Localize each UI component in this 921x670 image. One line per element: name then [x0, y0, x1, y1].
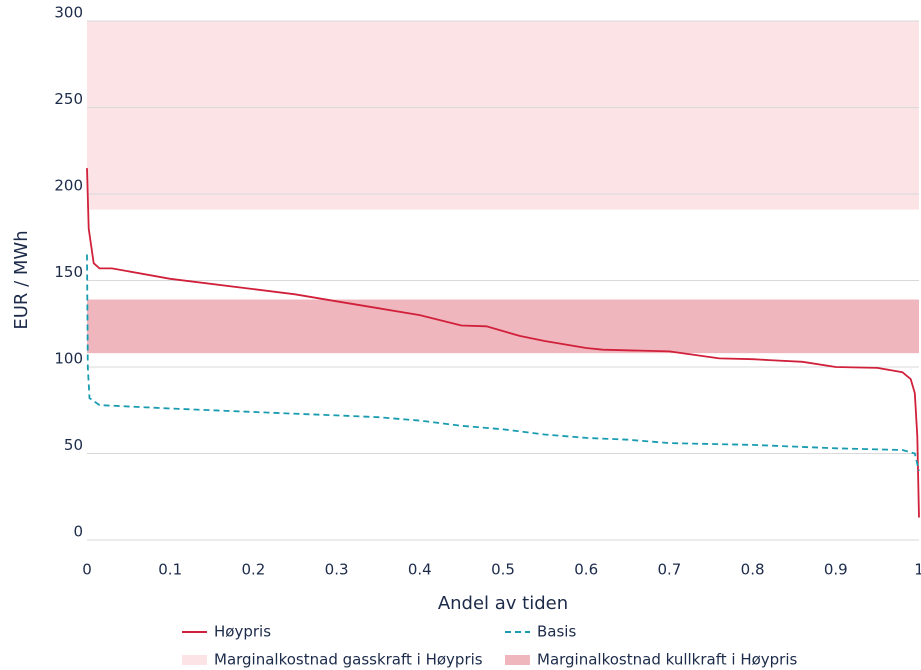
y-tick-label: 150	[54, 263, 83, 281]
band	[87, 299, 919, 354]
y-tick-label: 200	[54, 177, 83, 195]
legend-swatch	[505, 655, 530, 665]
x-tick-label: 1	[914, 561, 921, 579]
x-tick-label: 0.7	[657, 561, 681, 579]
x-tick-label: 0.6	[574, 561, 598, 579]
x-tick-label: 0	[82, 561, 92, 579]
legend-swatch	[182, 655, 207, 665]
legend-label: Marginalkostnad kullkraft i Høypris	[537, 651, 798, 669]
x-tick-label: 0.9	[824, 561, 848, 579]
band	[87, 21, 919, 210]
legend-label: Marginalkostnad gasskraft i Høypris	[214, 651, 483, 669]
x-tick-label: 0.1	[158, 561, 182, 579]
y-tick-label: 50	[64, 436, 83, 454]
x-tick-label: 0.8	[741, 561, 765, 579]
series-line	[86, 168, 920, 518]
x-tick-label: 0.2	[241, 561, 265, 579]
y-tick-label: 100	[54, 350, 83, 368]
legend-label: Basis	[537, 623, 576, 641]
x-tick-label: 0.4	[408, 561, 432, 579]
x-axis-label: Andel av tiden	[438, 593, 568, 614]
x-tick-label: 0.5	[491, 561, 515, 579]
legend-label: Høypris	[214, 623, 271, 641]
y-tick-label: 250	[54, 90, 83, 108]
x-tick-label: 0.3	[325, 561, 349, 579]
y-tick-label: 0	[73, 523, 83, 541]
y-axis-label: EUR / MWh	[11, 230, 32, 329]
y-tick-label: 300	[54, 4, 83, 22]
series-line	[86, 254, 920, 472]
